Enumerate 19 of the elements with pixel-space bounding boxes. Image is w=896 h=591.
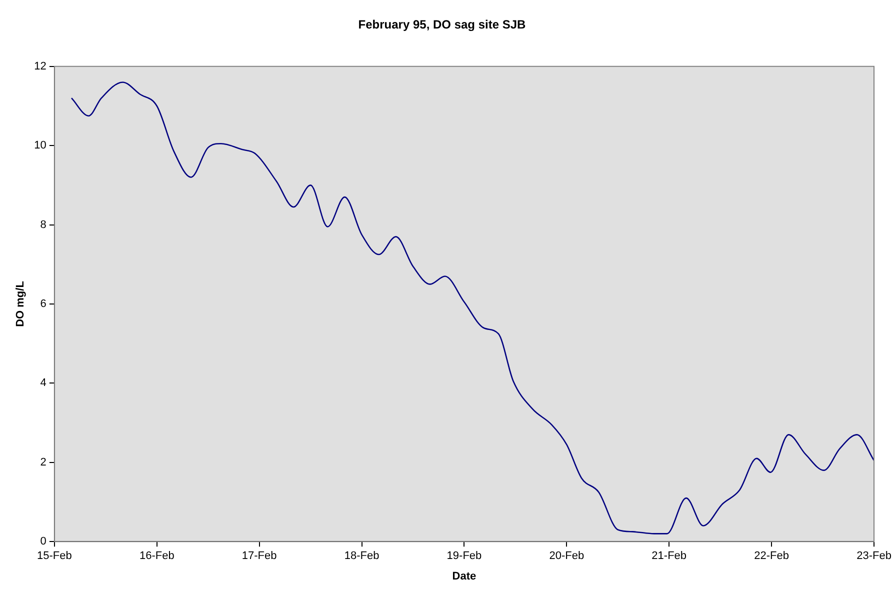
x-tick-label: 18-Feb — [344, 550, 380, 562]
y-tick-label: 2 — [40, 456, 46, 468]
x-tick-label: 20-Feb — [549, 550, 584, 562]
y-tick-label: 8 — [40, 218, 46, 231]
x-tick-label: 23-Feb — [856, 550, 892, 562]
y-axis-title: DO mg/L — [14, 280, 27, 327]
x-tick-label: 17-Feb — [242, 550, 277, 562]
chart-title: February 95, DO sag site SJB — [358, 18, 526, 32]
y-tick-label: 10 — [34, 140, 46, 152]
y-tick-label: 6 — [40, 298, 46, 310]
x-axis-title: Date — [452, 570, 476, 582]
x-tick-label: 15-Feb — [37, 550, 72, 562]
y-tick-label: 4 — [40, 377, 46, 390]
x-tick-label: 21-Feb — [652, 550, 687, 562]
y-tick-label: 0 — [40, 536, 46, 548]
x-tick-label: 19-Feb — [446, 550, 482, 562]
x-tick-label: 22-Feb — [754, 550, 789, 562]
x-tick-label: 16-Feb — [139, 550, 174, 562]
y-tick-label: 12 — [34, 60, 46, 72]
